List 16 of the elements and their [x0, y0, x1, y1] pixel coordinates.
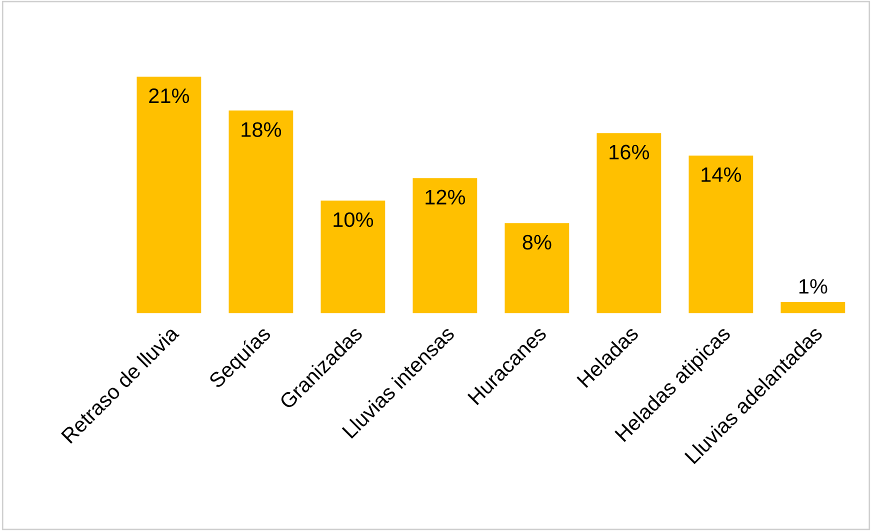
bar — [412, 178, 478, 314]
bar — [136, 76, 202, 314]
bar — [780, 302, 846, 314]
data-label: 1% — [799, 279, 828, 294]
bar — [228, 110, 294, 314]
data-label: 12% — [426, 190, 466, 204]
data-label: 16% — [610, 144, 650, 160]
bar — [320, 200, 386, 314]
data-label: 8% — [522, 234, 552, 250]
data-label: 21% — [149, 88, 190, 104]
bar — [688, 156, 754, 314]
data-label: 10% — [334, 212, 374, 228]
bar — [596, 133, 662, 314]
bar — [504, 223, 570, 314]
data-label: 14% — [702, 167, 742, 182]
data-label: 18% — [242, 122, 282, 137]
